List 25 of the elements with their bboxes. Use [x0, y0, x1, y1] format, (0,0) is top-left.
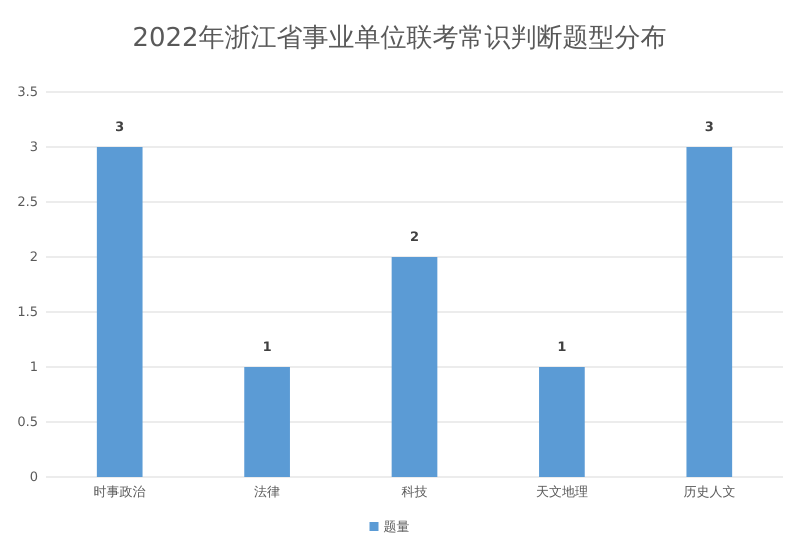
- bar: [244, 367, 290, 477]
- bar: [392, 257, 438, 477]
- chart-title: 2022年浙江省事业单位联考常识判断题型分布: [132, 23, 667, 53]
- x-tick-label: 历史人文: [683, 485, 736, 500]
- x-tick-label: 天文地理: [536, 485, 588, 500]
- y-tick-label: 3.5: [17, 85, 38, 100]
- bar: [686, 147, 732, 477]
- y-tick-label: 0.5: [17, 415, 38, 430]
- data-label: 3: [704, 120, 714, 135]
- y-tick-label: 1.5: [17, 305, 38, 320]
- x-tick-label: 科技: [402, 485, 428, 500]
- legend-label: 题量: [384, 520, 410, 535]
- data-label: 3: [115, 120, 124, 135]
- bar: [96, 147, 143, 477]
- y-tick-label: 0: [30, 470, 38, 486]
- data-label: 2: [410, 230, 420, 245]
- y-tick-label: 1: [30, 360, 38, 376]
- y-tick-label: 2: [30, 250, 38, 266]
- bar: [539, 367, 585, 477]
- y-tick-label: 3: [30, 140, 38, 156]
- y-tick-label: 2.5: [17, 195, 38, 210]
- data-label: 1: [557, 340, 566, 355]
- x-tick-label: 法律: [254, 485, 280, 500]
- x-tick-label: 时事政治: [94, 485, 146, 500]
- data-label: 1: [262, 340, 272, 355]
